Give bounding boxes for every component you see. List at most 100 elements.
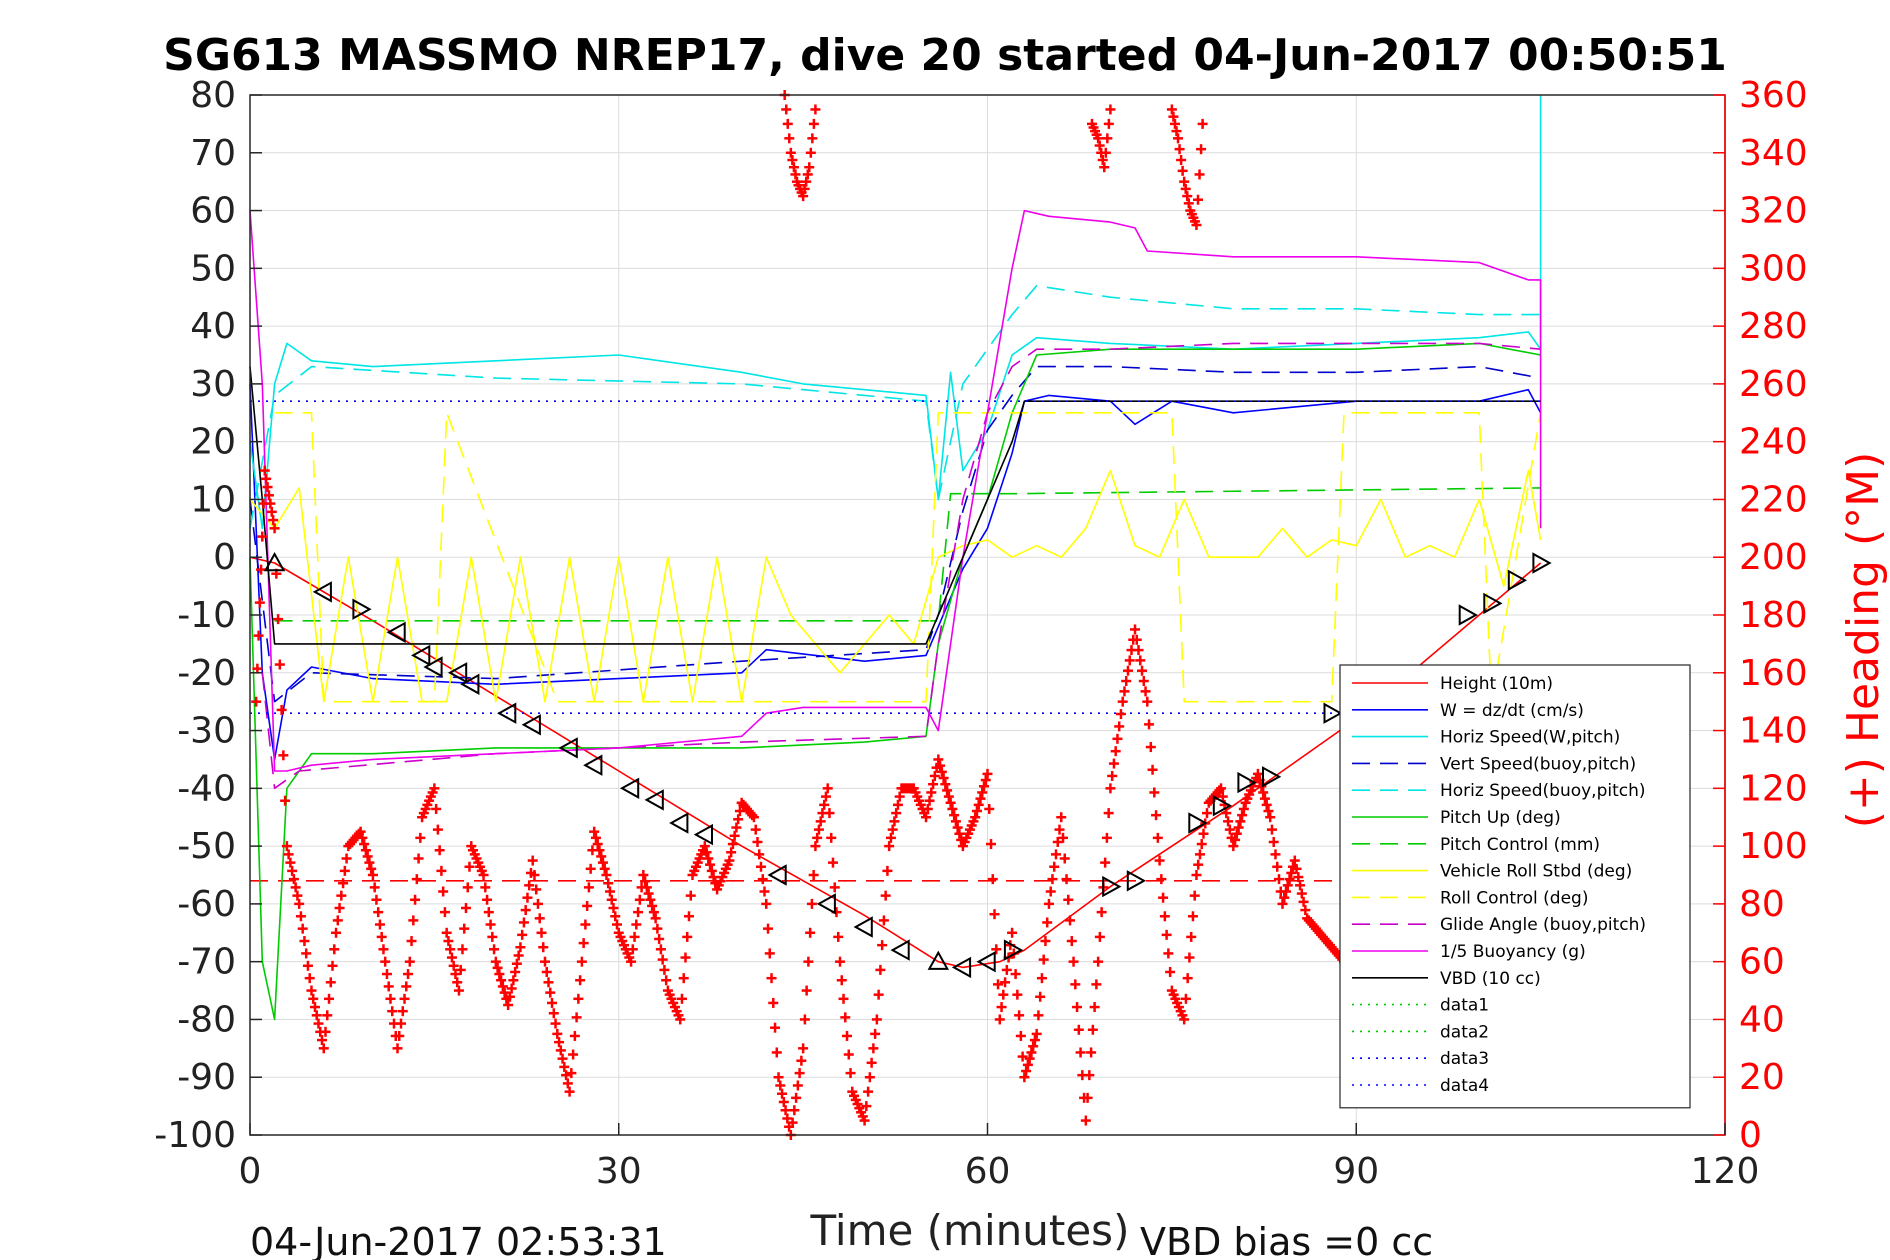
heading-marker [445, 944, 456, 955]
heading-marker [252, 663, 263, 674]
heading-marker [1093, 133, 1104, 144]
heading-marker [450, 969, 461, 980]
x-tick-label: 60 [965, 1151, 1011, 1192]
heading-marker [877, 940, 888, 951]
heading-marker [510, 966, 521, 977]
heading-marker [313, 1018, 324, 1029]
heading-marker [592, 839, 603, 850]
heading-marker [863, 1086, 874, 1097]
heading-marker [1272, 861, 1283, 872]
heading-marker [309, 1002, 320, 1013]
heading-marker [1056, 812, 1067, 823]
heading-marker [871, 1014, 882, 1025]
heading-marker [369, 882, 380, 893]
heading-marker [552, 1028, 563, 1039]
heading-marker [1154, 855, 1165, 866]
heading-marker [1100, 857, 1111, 868]
right-tick-label: 160 [1739, 653, 1808, 694]
heading-marker [1144, 719, 1155, 730]
heading-marker [1169, 118, 1180, 129]
heading-marker [1080, 1115, 1091, 1126]
series-line-vehicle-roll-stbd-deg [249, 469, 1542, 703]
heading-marker [566, 1068, 577, 1079]
heading-marker [1235, 816, 1246, 827]
heading-marker [394, 1030, 405, 1041]
series-line-horiz-speed-buoy-pitch [249, 284, 1541, 529]
heading-marker [253, 630, 264, 641]
heading-marker [318, 1043, 329, 1054]
heading-marker [645, 894, 656, 905]
height-marker [669, 812, 689, 834]
heading-marker [1182, 973, 1193, 984]
heading-marker [341, 853, 352, 864]
heading-marker [1168, 111, 1179, 122]
heading-marker [1099, 162, 1110, 173]
heading-marker [1177, 165, 1188, 176]
series-line-height-10m [249, 556, 1542, 969]
heading-marker [824, 808, 835, 819]
heading-marker [547, 997, 558, 1008]
heading-marker [287, 865, 298, 876]
heading-marker [290, 882, 301, 893]
heading-marker [568, 1049, 579, 1060]
heading-marker [683, 911, 694, 922]
heading-marker [1033, 1010, 1044, 1021]
heading-marker [655, 944, 666, 955]
heading-marker [288, 874, 299, 885]
heading-marker [815, 816, 826, 827]
heading-marker [1124, 655, 1135, 666]
heading-marker [757, 874, 768, 885]
heading-marker [928, 779, 939, 790]
heading-marker [805, 927, 816, 938]
heading-marker [678, 973, 689, 984]
heading-marker [626, 956, 637, 967]
heading-marker [842, 1030, 853, 1041]
legend: Height (10m) W = dz/dt (cm/s) Horiz Speed(… [1339, 664, 1691, 1109]
heading-marker [1194, 169, 1205, 180]
heading-marker [699, 841, 710, 852]
heading-marker [1300, 905, 1311, 916]
heading-marker [1122, 665, 1133, 676]
height-marker [583, 754, 603, 776]
heading-marker [1050, 849, 1061, 860]
heading-marker [531, 884, 542, 895]
heading-marker [336, 890, 347, 901]
heading-marker [1115, 709, 1126, 720]
heading-marker [1174, 144, 1185, 155]
height-marker [1532, 552, 1552, 574]
heading-marker [935, 760, 946, 771]
heading-marker [949, 810, 960, 821]
heading-marker [366, 863, 377, 874]
heading-marker [541, 966, 552, 977]
legend-entry: data3 [1440, 1049, 1489, 1069]
legend-entry: Roll Control (deg) [1440, 888, 1588, 908]
series-line-pitch-control-mm [274, 487, 1541, 622]
heading-marker [1201, 808, 1212, 819]
heading-marker [1112, 733, 1123, 744]
heading-marker [1179, 1014, 1190, 1025]
heading-marker [378, 944, 389, 955]
heading-marker [582, 900, 593, 911]
right-axis: 3603403203002802602402202001801601401201… [1713, 75, 1808, 1156]
heading-marker [550, 1018, 561, 1029]
right-tick-label: 0 [1739, 1115, 1762, 1156]
heading-marker [254, 597, 265, 608]
heading-marker [752, 836, 763, 847]
heading-marker [813, 824, 824, 835]
heading-marker [1228, 841, 1239, 852]
heading-marker [1101, 832, 1112, 843]
height-marker [1003, 939, 1024, 961]
heading-marker [822, 783, 833, 794]
left-tick-label: 60 [190, 191, 236, 232]
heading-marker [970, 812, 981, 823]
left-tick-label: 80 [190, 75, 236, 116]
heading-marker [1063, 894, 1074, 905]
heading-marker [1108, 758, 1119, 769]
heading-marker [462, 882, 473, 893]
heading-marker [1042, 917, 1053, 928]
heading-marker [327, 960, 338, 971]
height-marker [644, 789, 664, 811]
heading-marker [784, 133, 795, 144]
heading-marker [1266, 824, 1277, 835]
heading-marker [1237, 810, 1248, 821]
